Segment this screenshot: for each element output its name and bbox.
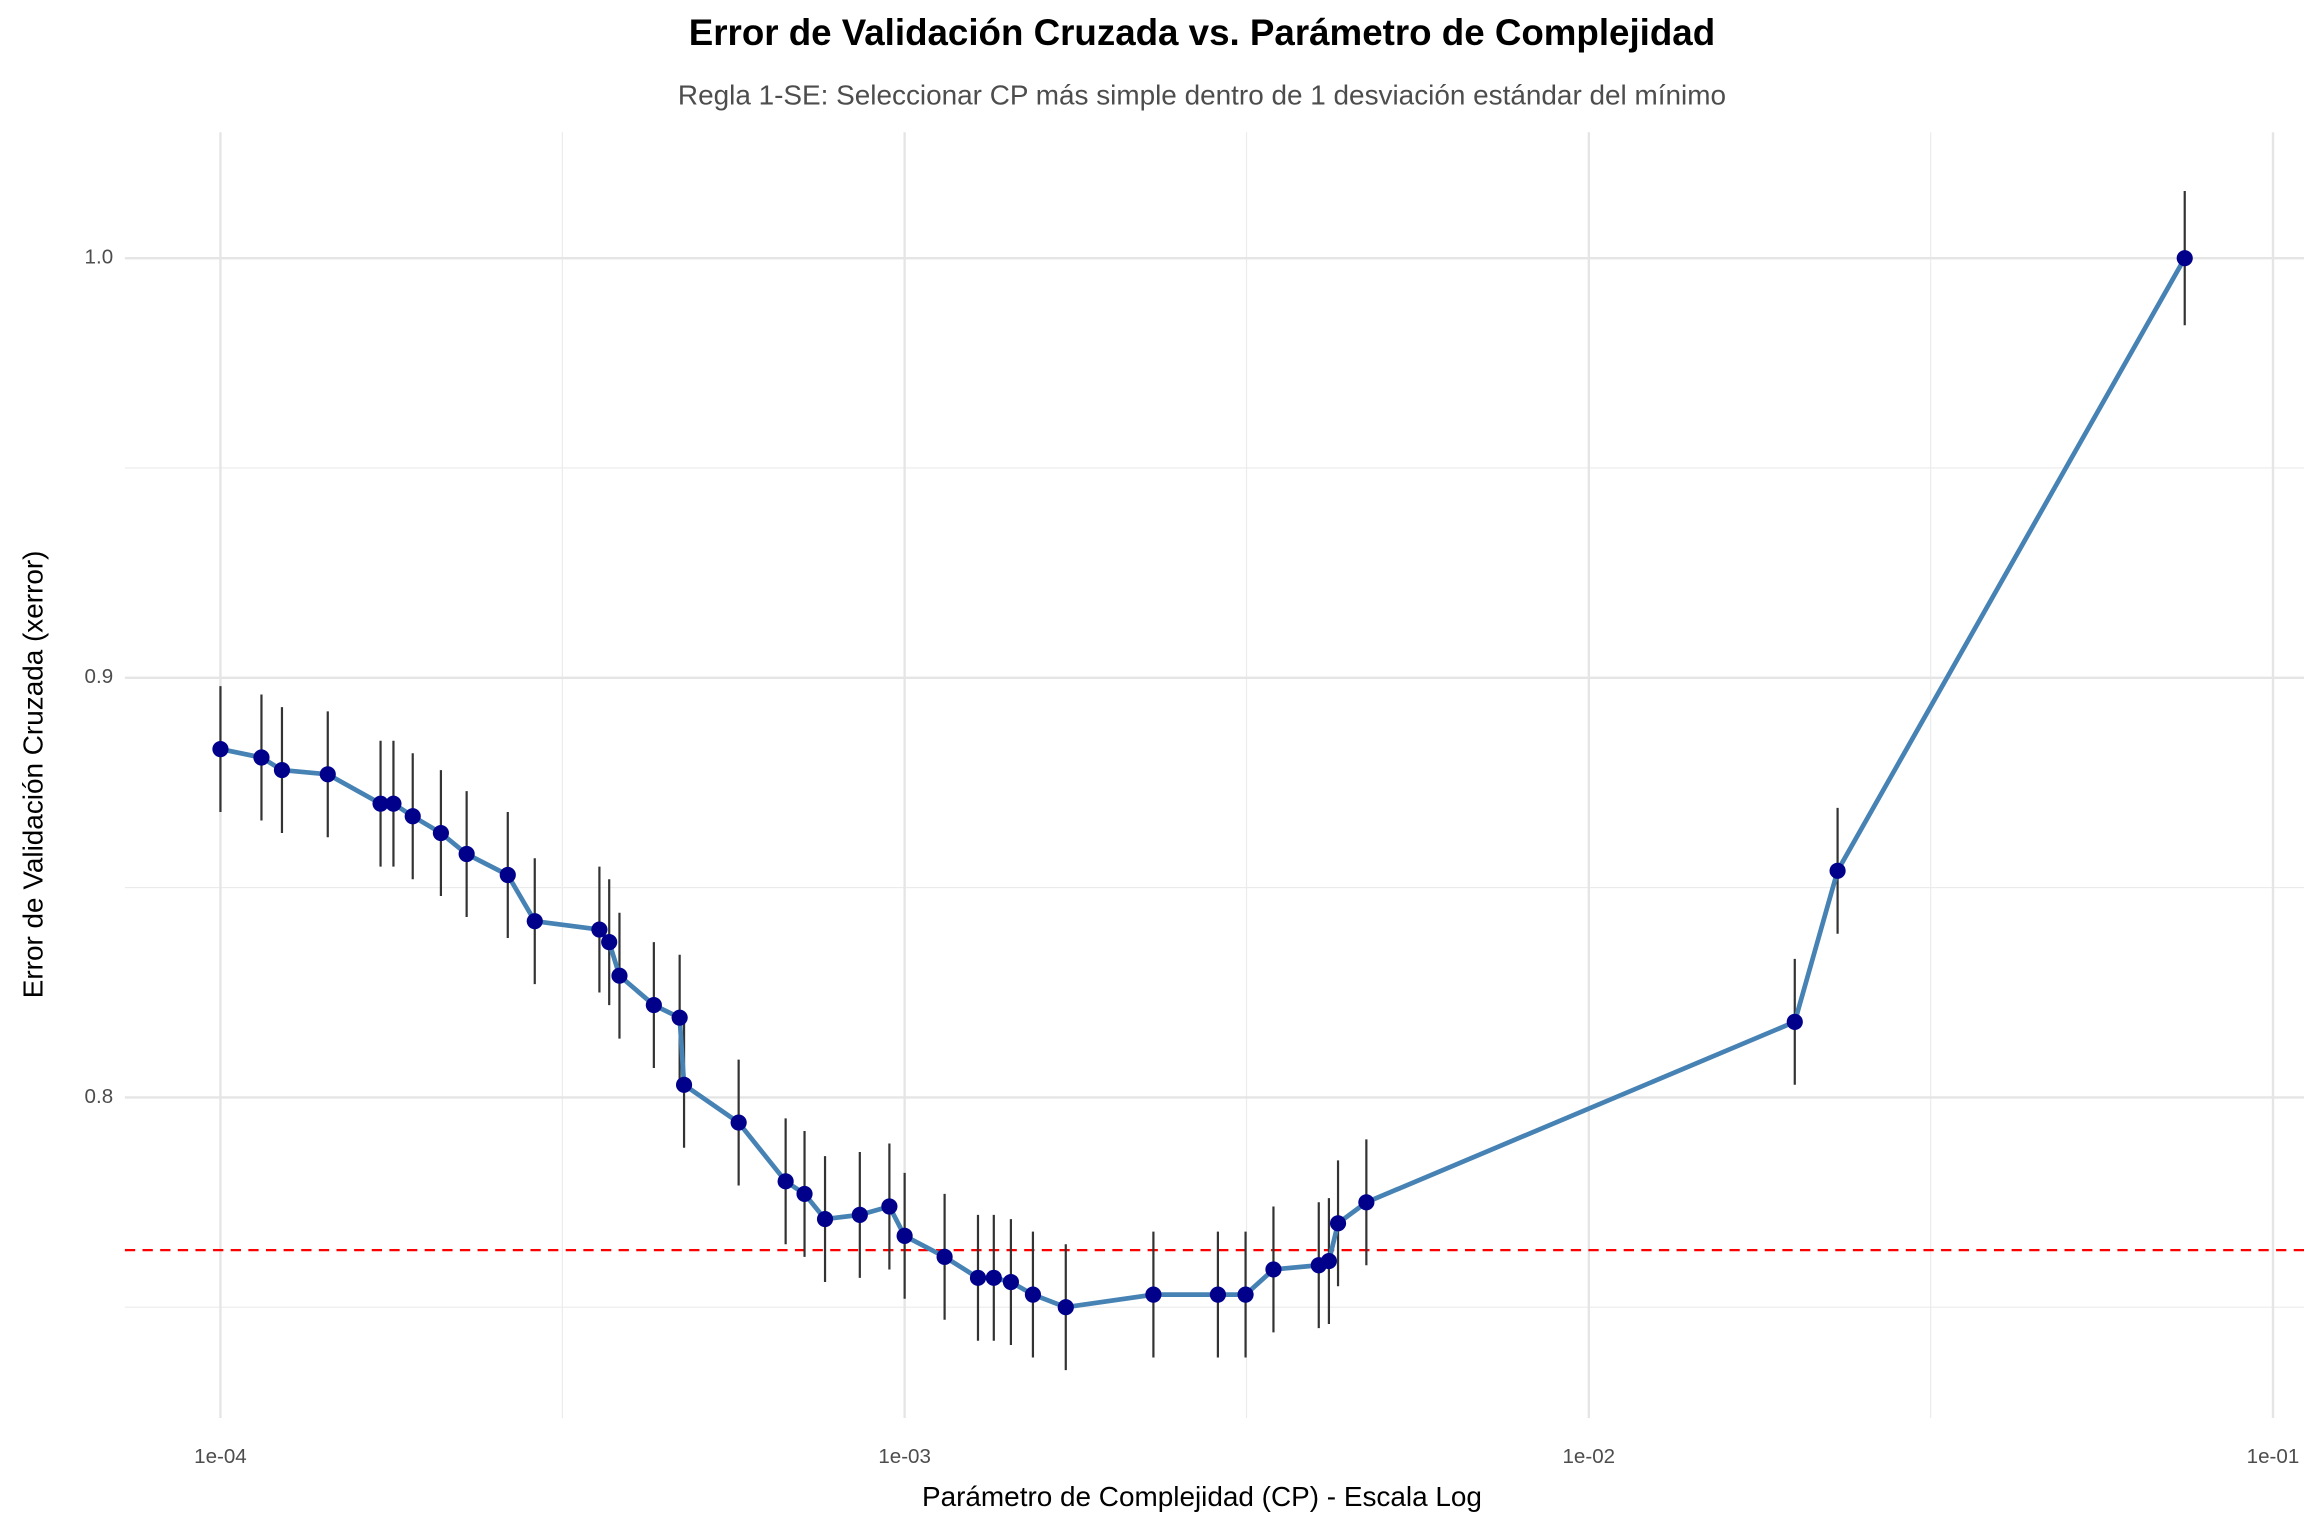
point: [816, 1211, 834, 1228]
point: [253, 749, 270, 766]
point: [896, 1227, 913, 1244]
point: [2176, 250, 2193, 267]
x-tick-label: 1e-04: [194, 1445, 247, 1468]
point: [1002, 1273, 1019, 1291]
point: [730, 1114, 747, 1131]
point: [601, 934, 618, 951]
point: [458, 845, 475, 863]
y-tick-label: 0.9: [85, 665, 114, 688]
point: [372, 795, 389, 812]
x-tick-label: 1e-01: [2247, 1445, 2300, 1468]
point: [796, 1185, 813, 1202]
x-tick-label: 1e-03: [878, 1445, 931, 1468]
point: [1358, 1194, 1375, 1211]
point: [319, 766, 336, 783]
point: [1320, 1252, 1337, 1270]
point: [969, 1269, 987, 1286]
point: [611, 967, 628, 984]
y-tick-label: 1.0: [85, 246, 114, 269]
point: [432, 824, 449, 842]
point: [404, 808, 421, 825]
point: [881, 1198, 898, 1215]
x-tick-label: 1e-02: [1563, 1445, 1616, 1468]
point: [526, 913, 543, 930]
point: [1829, 862, 1846, 879]
point: [212, 741, 229, 758]
point: [385, 795, 402, 812]
point: [273, 762, 291, 779]
point: [1329, 1215, 1347, 1232]
point: [499, 866, 516, 884]
point: [1786, 1013, 1803, 1030]
point: [985, 1269, 1002, 1286]
chart-subtitle: Regla 1-SE: Seleccionar CP más simple de…: [678, 79, 1726, 110]
point: [1209, 1286, 1226, 1303]
point: [851, 1206, 868, 1223]
chart-title: Error de Validación Cruzada vs. Parámetr…: [689, 12, 1715, 53]
y-tick-label: 0.8: [85, 1085, 114, 1108]
point: [591, 921, 608, 938]
y-axis-title: Error de Validación Cruzada (xerror): [18, 551, 49, 999]
point: [1237, 1286, 1254, 1303]
point: [1265, 1261, 1282, 1278]
point: [1057, 1299, 1074, 1316]
point: [1145, 1286, 1162, 1303]
point: [777, 1173, 794, 1190]
point: [936, 1248, 953, 1265]
point: [671, 1009, 688, 1026]
point: [1024, 1286, 1042, 1303]
point: [645, 996, 662, 1014]
point: [675, 1076, 693, 1093]
x-axis-title: Parámetro de Complejidad (CP) - Escala L…: [922, 1481, 1482, 1512]
